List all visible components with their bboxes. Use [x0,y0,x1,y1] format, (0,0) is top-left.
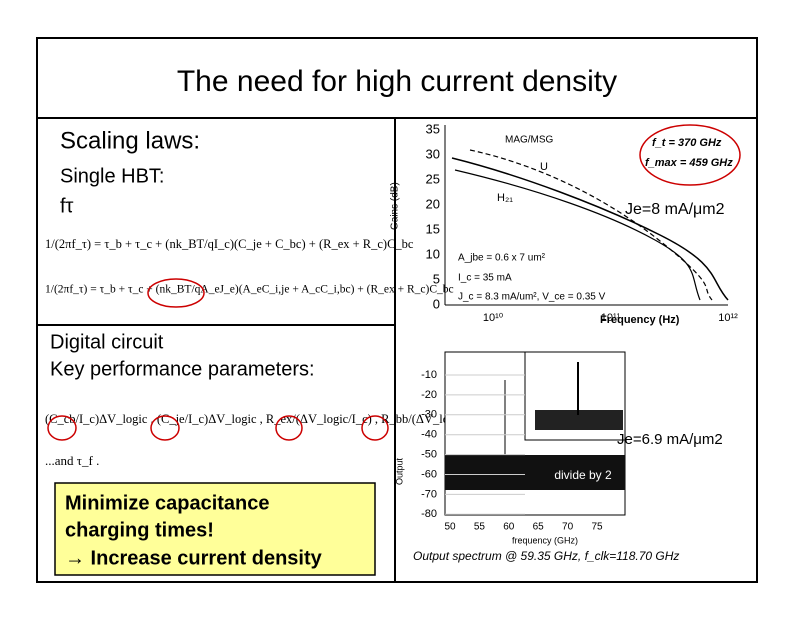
y-tick-label: 35 [426,121,440,136]
y-tick-label: 30 [426,146,440,161]
gain-plot [444,124,741,306]
x-tick-label: 55 [474,522,486,533]
digital-line: Digital circuit [50,331,164,353]
y-tick-label: 15 [426,221,440,236]
title: The need for high current density [177,65,617,98]
y-tick-label: 25 [426,171,440,186]
x-tick-label: 60 [503,522,515,533]
scaling-panel [36,117,396,326]
noise-floor [445,455,625,490]
callout-box [54,482,376,576]
equation: 1/(2πf_τ) = τ_b + τ_c + (nk_BT/qI_c)(C_j… [45,237,414,251]
device-note: J_c = 8.3 mA/um², V_ce = 0.35 V [458,292,606,303]
y-tick-label: -10 [421,369,437,381]
highlight [639,124,741,186]
spectrum-plot [444,351,626,516]
curve-label: U [540,161,548,173]
x-tick-label: 70 [562,522,574,533]
y-tick-label: 10 [426,246,440,261]
curve [454,169,701,301]
curve-label: H₂₁ [497,192,513,204]
curve [469,149,713,301]
y-tick-label: 20 [426,196,440,211]
x-tick-label: 10¹¹ [601,312,621,324]
x-tick-label: 10¹² [718,312,738,324]
y-tick-label: -80 [421,508,437,520]
scaling-heading: Scaling laws: [60,127,200,154]
ft-symbol: fτ [60,195,74,217]
y-tick-label: -50 [421,449,437,461]
digital-line: Key performance parameters: [50,358,315,380]
y-axis-label: Gains (dB) [390,182,401,230]
parameters: (C_cb/I_c)ΔV_logic , (C_je/I_c)ΔV_logic … [45,412,488,426]
current-density: Je=6.9 mA/μm2 [617,431,723,448]
device-note: A_jbe = 0.6 x 7 um² [458,253,546,264]
y-tick-label: 5 [433,271,440,286]
x-axis-label: Frequency (Hz) [600,314,680,326]
parameters-tail: ...and τ_f . [45,453,99,468]
x-tick-label: 50 [444,522,456,533]
fmax-label: f_max = 459 GHz [645,157,733,169]
ft-label: f_t = 370 GHz [652,137,722,149]
device-note: I_c = 35 mA [458,273,512,284]
y-tick-label: -40 [421,429,437,441]
highlight [147,278,205,308]
x-tick-label: 75 [591,522,603,533]
annotation: divide by 2 [554,468,612,482]
callout-line: charging times! [65,519,214,541]
y-tick-label: 0 [433,296,440,311]
callout-line: Minimize capacitance [65,492,270,514]
current-density: Je=8 mA/μm2 [625,201,725,218]
y-tick-label: -30 [421,409,437,421]
highlights [47,415,389,441]
scaling-subheading: Single HBT: [60,165,165,187]
y-tick-label: -70 [421,488,437,500]
y-axis-label: Output [394,457,404,485]
x-axis-label: frequency (GHz) [512,535,578,545]
y-tick-label: -20 [421,389,437,401]
x-tick-label: 65 [533,522,545,533]
curve-label: MAG/MSG [505,135,554,146]
callout-line: → Increase current density [65,547,323,569]
inset-noise [535,410,623,430]
caption: Output spectrum @ 59.35 GHz, f_clk=118.7… [413,549,679,563]
equation: 1/(2πf_τ) = τ_b + τ_c + (nk_BT/qA_eJ_e)(… [45,284,454,296]
curve [451,157,729,301]
x-tick-label: 10¹⁰ [483,312,504,324]
y-tick-label: -60 [421,468,437,480]
